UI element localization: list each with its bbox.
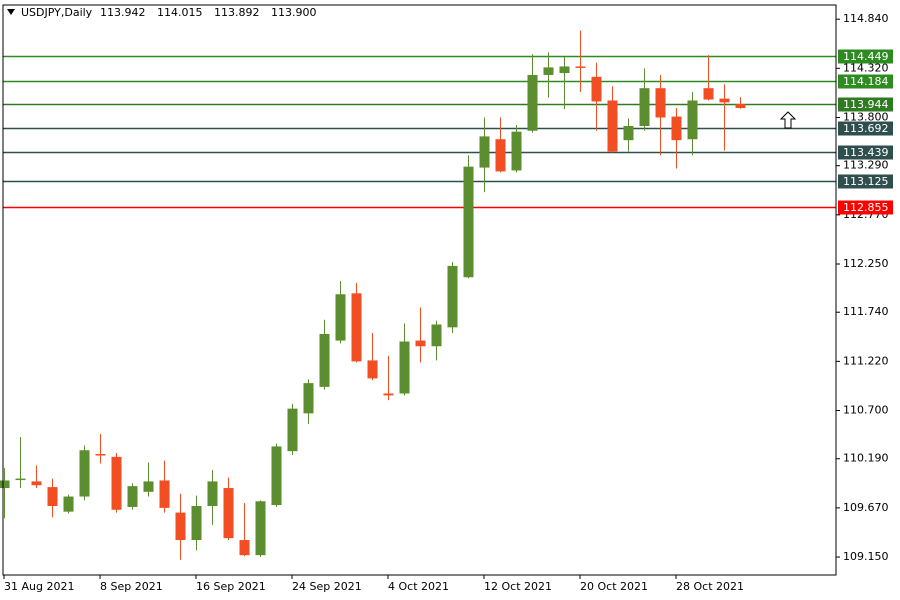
candle-body <box>479 136 490 168</box>
level-label: 113.125 <box>843 175 889 188</box>
y-tick-label: 109.670 <box>843 501 889 514</box>
level-label: 113.439 <box>843 146 889 159</box>
header-high: 114.015 <box>157 6 203 19</box>
x-tick-label: 8 Sep 2021 <box>100 580 163 593</box>
y-tick-label: 112.250 <box>843 257 889 270</box>
candle-body <box>159 480 170 508</box>
level-label: 112.855 <box>843 201 889 214</box>
level-label-bg <box>838 121 893 136</box>
candle-body <box>223 488 234 539</box>
y-tick-label: 110.700 <box>843 404 889 417</box>
candle-body <box>79 450 90 497</box>
y-tick-label: 114.840 <box>843 12 889 25</box>
candle-body <box>655 88 666 118</box>
candle-body <box>719 98 730 103</box>
level-label-bg <box>838 145 893 160</box>
candle-body <box>255 501 266 556</box>
candle-body <box>191 505 202 541</box>
candle-body <box>335 294 346 341</box>
plot-frame <box>2 4 837 576</box>
candle-body <box>271 446 282 506</box>
candle-body <box>127 486 138 507</box>
candle-body <box>559 66 570 74</box>
candle-body <box>63 496 74 512</box>
y-tick-label: 113.290 <box>843 159 889 172</box>
x-tick-label: 24 Sep 2021 <box>292 580 362 593</box>
candle-body <box>319 333 330 387</box>
level-label: 113.692 <box>843 122 889 135</box>
candle-body <box>367 360 378 379</box>
candle-body <box>703 88 714 100</box>
header-open: 113.942 <box>100 6 146 19</box>
level-label: 113.944 <box>843 98 889 111</box>
y-tick-label: 111.220 <box>843 354 889 367</box>
candle-body <box>607 100 618 152</box>
menu-triangle[interactable] <box>7 9 15 15</box>
level-label-bg <box>838 200 893 215</box>
x-tick-label: 31 Aug 2021 <box>4 580 74 593</box>
y-tick-label: 113.800 <box>843 110 889 123</box>
x-tick-label: 28 Oct 2021 <box>676 580 744 593</box>
candle-body <box>623 125 634 141</box>
candle-body <box>207 481 218 506</box>
chart-title: USDJPY,Daily <box>21 6 93 19</box>
candle-body <box>111 456 122 510</box>
candle-body <box>511 131 522 171</box>
y-tick-label: 114.320 <box>843 61 889 74</box>
x-tick-label: 4 Oct 2021 <box>388 580 449 593</box>
candle-body <box>399 341 410 394</box>
candle-body <box>431 324 442 347</box>
candle-body <box>351 293 362 362</box>
candle-body <box>47 487 58 506</box>
level-label-bg <box>838 74 893 89</box>
candle-body <box>575 66 586 68</box>
candle-body <box>143 481 154 492</box>
header-low: 113.892 <box>214 6 260 19</box>
level-label-bg <box>838 174 893 189</box>
y-tick-label: 110.190 <box>843 452 889 465</box>
candle-body <box>447 265 458 328</box>
up-arrow <box>779 111 797 129</box>
level-label: 114.449 <box>843 50 889 63</box>
level-label-bg <box>838 97 893 112</box>
candle-body <box>687 100 698 140</box>
candle-body <box>31 481 42 486</box>
x-tick-label: 16 Sep 2021 <box>196 580 266 593</box>
candle-body <box>463 166 474 278</box>
candle-body <box>415 340 426 347</box>
candle-body <box>95 454 106 456</box>
candle-body <box>495 139 506 172</box>
level-label: 114.184 <box>843 75 889 88</box>
candle-body <box>671 116 682 141</box>
candle-body <box>15 478 26 481</box>
candle-body <box>543 67 554 75</box>
candle-body <box>303 383 314 414</box>
candle-body <box>383 393 394 396</box>
candle-body <box>591 76 602 102</box>
candle-body <box>527 74 538 131</box>
candle-body <box>735 104 746 109</box>
header-close: 113.900 <box>271 6 317 19</box>
candle-body <box>175 512 186 541</box>
candle-body <box>287 408 298 452</box>
candle-body <box>639 88 650 126</box>
candle-body <box>0 480 10 489</box>
x-tick-label: 12 Oct 2021 <box>484 580 552 593</box>
candle-body <box>239 540 250 556</box>
x-tick-label: 20 Oct 2021 <box>580 580 648 593</box>
level-label-bg <box>838 49 893 64</box>
y-tick-label: 111.740 <box>843 305 889 318</box>
y-tick-label: 109.150 <box>843 550 889 563</box>
